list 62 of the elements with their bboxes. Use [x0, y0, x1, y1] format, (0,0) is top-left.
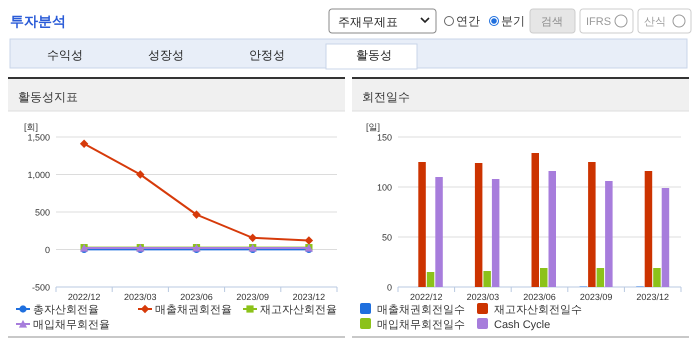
bar: [605, 181, 613, 287]
text: 산식: [644, 16, 666, 28]
bar: [426, 272, 434, 287]
bar: [532, 153, 539, 287]
x-tick-label: 2023/12: [292, 292, 326, 302]
legend-label: 매출채권회전일수: [377, 304, 465, 316]
text: 분기: [501, 14, 525, 28]
y-tick-label: 500: [34, 208, 50, 218]
bar: [596, 268, 604, 287]
text: 주재무제표: [338, 15, 398, 29]
point: [304, 236, 314, 245]
x-tick-label: 2022/12: [410, 292, 443, 302]
point: [248, 234, 257, 242]
x-tick-label: 2023/06: [180, 292, 213, 302]
y-tick-label: 100: [376, 182, 392, 192]
x-tick-label: 2022/12: [68, 292, 100, 302]
bar: [492, 179, 500, 287]
bar: [548, 171, 556, 287]
bar: [588, 162, 596, 287]
y-axis-title: [회]: [24, 122, 38, 132]
x-tick-label: 2023/03: [466, 292, 500, 302]
x-tick-label: 2023/06: [523, 292, 556, 302]
text: 검색: [541, 16, 563, 28]
bar: [474, 163, 482, 287]
point: [80, 140, 88, 148]
bar: [662, 188, 670, 287]
x-tick-label: 2023/09: [580, 292, 612, 302]
text: IFRS: [586, 16, 612, 28]
legend-label: 매입채무회전율: [33, 319, 110, 331]
text: 연간: [456, 14, 480, 28]
text: 수익성: [47, 48, 83, 62]
y-tick-label: 0: [386, 282, 392, 292]
bar: [644, 171, 652, 287]
x-tick-label: 2023/03: [124, 292, 157, 302]
legend-label: 재고자산회전일수: [494, 304, 582, 316]
text: 활동성: [356, 48, 392, 62]
bar: [540, 268, 548, 287]
y-tick-label: 0: [44, 245, 50, 255]
legend-label: 총자산회전율: [33, 304, 99, 316]
y-axis-title: [일]: [366, 122, 380, 132]
legend-label: 매출채권회전율: [155, 304, 232, 316]
bar: [653, 268, 661, 287]
legend-label: 매입채무회전일수: [377, 319, 465, 331]
text: 성장성: [148, 48, 184, 62]
bar: [435, 177, 443, 287]
y-tick-label: 50: [382, 232, 392, 242]
bar: [483, 271, 491, 287]
legend-label: Cash Cycle: [494, 319, 550, 331]
chart-title: 활동성지표: [18, 90, 78, 104]
chart-title: 회전일수: [362, 90, 410, 104]
x-tick-label: 2023/09: [236, 292, 269, 302]
y-tick-label: 1,000: [27, 170, 50, 180]
y-tick-label: 1,500: [27, 132, 50, 142]
bar: [418, 162, 426, 287]
x-tick-label: 2023/12: [636, 292, 669, 302]
point: [192, 210, 201, 219]
legend-label: 재고자산회전율: [260, 304, 337, 316]
text: 투자분석: [10, 13, 66, 29]
text: 안정성: [249, 48, 285, 62]
y-tick-label: 150: [376, 132, 392, 142]
point: [136, 170, 144, 179]
y-tick-label: -500: [32, 282, 50, 292]
